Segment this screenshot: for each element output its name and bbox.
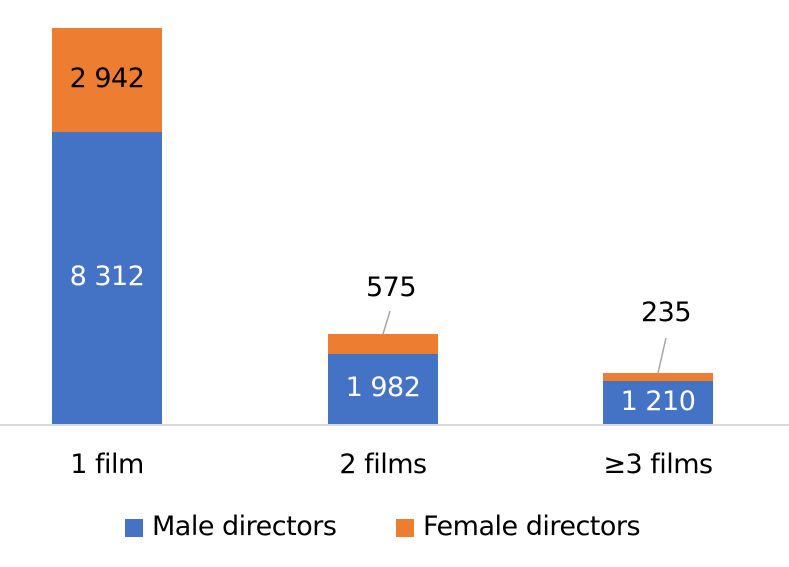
- legend-female-swatch: [396, 519, 414, 537]
- bar-segment-female: [328, 334, 438, 354]
- bar-segment-male: 1 210: [603, 381, 713, 424]
- leader-line-3-films: [657, 337, 667, 374]
- bar-segment-male: 8 312: [52, 132, 162, 424]
- data-label-male: 8 312: [69, 261, 145, 292]
- x-axis-line: [0, 424, 789, 426]
- bar-segment-male: 1 982: [328, 354, 438, 424]
- legend: Male directors Female directors: [0, 511, 789, 547]
- legend-male-label: Male directors: [152, 511, 337, 542]
- leader-line-2-films: [382, 310, 391, 335]
- legend-female-label: Female directors: [423, 511, 641, 542]
- data-label-male: 1 982: [345, 372, 421, 403]
- legend-male-swatch: [125, 519, 143, 537]
- bar-segment-female: [603, 373, 713, 381]
- bar-segment-female: 2 942: [52, 28, 162, 132]
- data-label-female: 575: [365, 272, 417, 303]
- data-label-female: 2 942: [69, 63, 145, 94]
- x-axis-label: 1 film: [70, 449, 144, 480]
- data-label-female: 235: [640, 297, 692, 328]
- x-axis-label: 2 films: [339, 449, 427, 480]
- data-label-male: 1 210: [620, 385, 696, 417]
- x-axis-label: ≥3 films: [603, 449, 713, 480]
